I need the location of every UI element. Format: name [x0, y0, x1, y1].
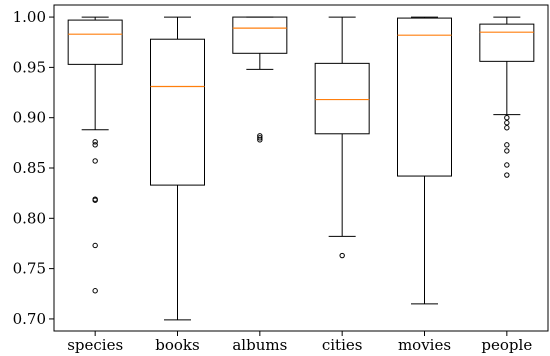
box-iqr [479, 23, 535, 62]
x-tick-label-books: books [155, 336, 199, 354]
box-iqr [314, 62, 370, 135]
y-tick-label: 0.90 [13, 109, 46, 127]
plot-area-frame [53, 4, 549, 332]
y-tick-label: 0.80 [13, 209, 46, 227]
outlier-point [504, 120, 510, 126]
x-tick-label-albums: albums [232, 336, 287, 354]
x-tick-label-people: people [481, 336, 532, 354]
outlier-point [92, 288, 98, 294]
box-species [67, 16, 123, 294]
y-tick-label: 1.00 [13, 8, 46, 26]
x-tick-label-cities: cities [322, 336, 363, 354]
outlier-point [92, 142, 98, 148]
x-tick-label-movies: movies [398, 336, 451, 354]
outlier-point [339, 252, 345, 259]
box-iqr [150, 38, 205, 186]
outlier-point [257, 137, 263, 143]
y-tick-label: 0.95 [13, 58, 46, 76]
box-iqr [232, 16, 288, 54]
x-axis: species books albums cities movies people [67, 331, 532, 354]
outlier-point [92, 158, 98, 164]
outlier-point [504, 142, 510, 148]
boxes-layer [67, 16, 535, 321]
outlier-point [504, 125, 510, 131]
box-cities [314, 16, 370, 259]
outlier-point [504, 114, 510, 121]
outlier-point [92, 139, 98, 145]
y-tick-label: 0.75 [13, 260, 46, 278]
outlier-point [257, 135, 263, 141]
box-albums [232, 16, 288, 143]
y-tick-label: 0.85 [13, 159, 46, 177]
outlier-point [92, 242, 98, 249]
box-iqr [397, 17, 452, 177]
outlier-point [92, 197, 98, 203]
box-movies [397, 16, 452, 305]
outlier-point [504, 162, 510, 168]
outlier-point [504, 172, 510, 178]
box-books [150, 16, 205, 321]
y-tick-label: 0.70 [13, 310, 46, 328]
y-axis: 0.70 0.75 0.80 0.85 0.90 0.95 1.00 [13, 8, 54, 328]
outlier-point [504, 148, 510, 154]
box-iqr [67, 19, 123, 65]
x-tick-label-species: species [67, 336, 123, 354]
box-people [479, 16, 535, 178]
